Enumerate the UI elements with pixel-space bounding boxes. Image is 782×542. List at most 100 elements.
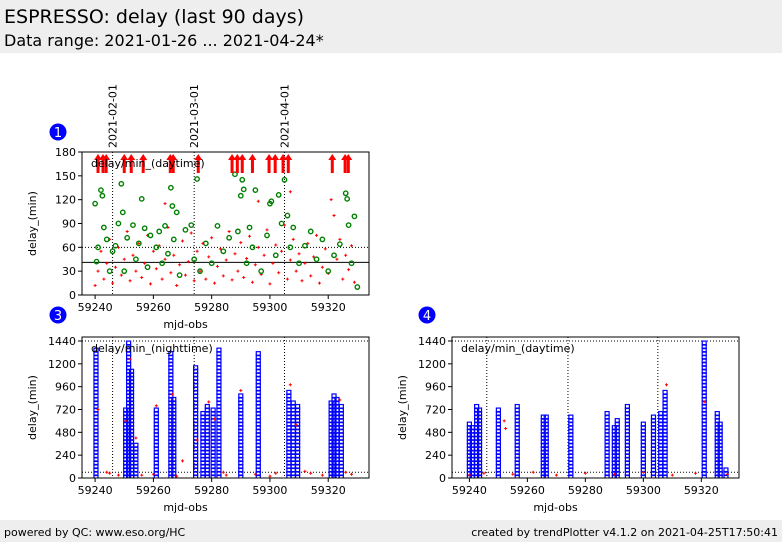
data-point xyxy=(193,365,199,371)
data-point xyxy=(317,281,321,285)
data-point xyxy=(119,273,123,277)
data-point xyxy=(204,277,208,281)
data-point xyxy=(198,269,202,273)
y-tick-label: 960 xyxy=(55,381,76,394)
data-point xyxy=(554,473,558,477)
plot-badge xyxy=(49,123,67,141)
data-point xyxy=(248,234,252,238)
chart-1: 1 2021-02-01 2021-03-01 2021-04-01 delay/min… xyxy=(26,84,370,331)
data-point xyxy=(126,340,132,346)
y-tick-label: 960 xyxy=(425,381,446,394)
data-point xyxy=(665,383,669,387)
data-point xyxy=(99,192,106,199)
data-point xyxy=(215,264,219,268)
header: ESPRESSO: delay (last 90 days) Data rang… xyxy=(0,0,782,53)
data-point xyxy=(240,186,247,193)
data-point xyxy=(252,187,259,194)
y-tick-label: 1440 xyxy=(48,335,76,348)
x-tick-label: 59260 xyxy=(136,484,171,497)
data-point xyxy=(319,236,326,243)
data-point xyxy=(116,473,120,477)
data-point xyxy=(195,249,199,253)
data-point xyxy=(93,258,100,265)
data-point xyxy=(207,400,211,404)
data-point xyxy=(351,213,358,220)
data-point xyxy=(176,272,183,279)
data-point xyxy=(640,421,646,427)
data-point xyxy=(474,403,480,410)
data-point xyxy=(182,226,189,233)
data-point xyxy=(290,400,296,406)
data-point xyxy=(352,280,356,284)
data-point xyxy=(237,192,244,199)
data-point xyxy=(309,274,313,278)
data-point xyxy=(140,276,144,280)
data-point xyxy=(300,279,304,283)
plot-badge-number: 3 xyxy=(54,309,62,324)
data-point xyxy=(312,255,316,259)
data-point xyxy=(291,237,295,241)
data-point xyxy=(134,436,138,440)
outlier-arrow xyxy=(265,154,274,173)
data-point xyxy=(147,232,154,239)
data-point xyxy=(246,224,253,231)
data-point xyxy=(204,403,210,410)
data-point xyxy=(309,471,313,475)
y-tick-label: 240 xyxy=(55,449,76,462)
y-axis-label: delay_(min) xyxy=(26,375,39,440)
data-point xyxy=(175,283,179,287)
data-point xyxy=(183,273,187,277)
data-point xyxy=(274,471,278,475)
data-point xyxy=(725,472,729,476)
data-point xyxy=(350,244,354,248)
data-point xyxy=(168,351,174,357)
plot-content xyxy=(82,337,369,478)
data-point xyxy=(313,256,320,263)
chart-title: delay/min_(daytime) xyxy=(461,342,575,355)
data-point xyxy=(306,241,310,245)
data-point xyxy=(335,257,339,261)
outlier-arrow xyxy=(233,154,242,173)
data-point xyxy=(210,407,216,413)
data-point xyxy=(224,473,228,477)
data-point xyxy=(124,234,131,241)
data-point xyxy=(338,403,344,410)
data-point xyxy=(153,407,159,413)
y-axis-label: delay_(min) xyxy=(396,375,409,440)
y-tick-label: 120 xyxy=(55,194,76,207)
data-point xyxy=(344,470,348,474)
data-point xyxy=(272,252,279,259)
data-point xyxy=(253,263,257,267)
data-point xyxy=(344,195,351,202)
data-point xyxy=(234,228,241,235)
data-point xyxy=(239,388,243,392)
data-point xyxy=(268,474,272,478)
data-point xyxy=(511,472,515,476)
data-point xyxy=(128,279,132,283)
data-point xyxy=(328,400,334,406)
data-point xyxy=(106,268,113,275)
x-tick-label: 59240 xyxy=(78,301,113,314)
data-point xyxy=(332,214,336,218)
x-tick-label: 59320 xyxy=(311,301,346,314)
data-point xyxy=(115,220,122,227)
outlier-arrow xyxy=(169,154,178,173)
data-point xyxy=(124,419,128,423)
data-point xyxy=(99,249,103,253)
data-point xyxy=(169,203,176,209)
outlier-arrow xyxy=(248,154,257,173)
data-point xyxy=(243,260,250,267)
data-point xyxy=(103,236,110,243)
chart-title: delay/min_(daytime) xyxy=(91,157,205,170)
y-tick-label: 1200 xyxy=(48,358,76,371)
data-point xyxy=(175,474,179,478)
data-point xyxy=(133,442,139,448)
data-point xyxy=(301,242,308,249)
chart-title: delay/min_(nighttime) xyxy=(91,342,213,355)
plot-content xyxy=(82,152,369,295)
data-point xyxy=(285,277,289,281)
data-point xyxy=(277,271,281,275)
data-point xyxy=(230,278,234,282)
data-point xyxy=(181,239,185,243)
data-point xyxy=(138,195,145,202)
